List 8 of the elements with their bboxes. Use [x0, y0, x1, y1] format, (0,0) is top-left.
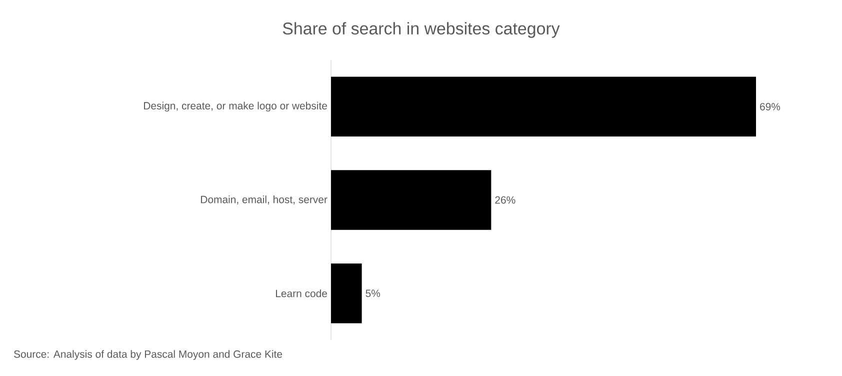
y-tick-label: Learn code — [276, 289, 327, 298]
chart-title: Share of search in websites category — [282, 22, 560, 38]
y-tick-label: Design, create, or make logo or website — [144, 102, 327, 112]
y-tick-label: Domain, email, host, server — [201, 196, 328, 204]
data-label: 5% — [366, 290, 380, 298]
source-note: Source: Analysis of data by Pascal Moyon and Grace Kite — [14, 350, 282, 360]
data-label: 26% — [495, 196, 516, 204]
data-label: 69% — [760, 102, 780, 110]
